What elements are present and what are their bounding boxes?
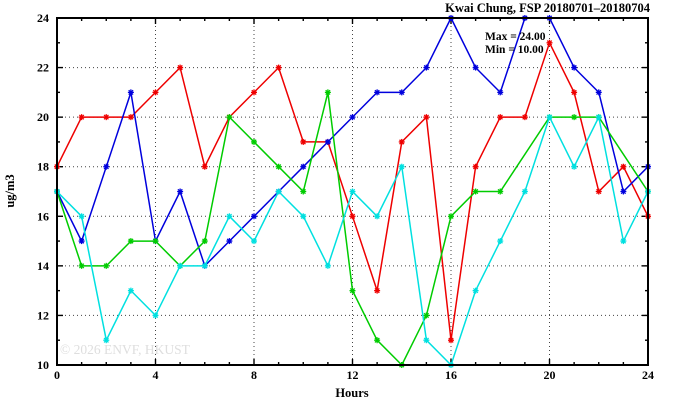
x-tick-label: 4 [153,368,159,382]
x-tick-label: 16 [445,368,457,382]
min-annotation: Min = 10.00 [485,44,544,56]
plot-area: 0 4 8 12 16 20 24 10 12 14 16 18 20 22 24 [37,11,654,382]
x-axis-label: Hours [335,386,368,400]
y-tick-label: 18 [37,160,49,174]
y-tick-label: 24 [37,11,49,25]
x-tick-label: 0 [54,368,60,382]
y-tick-label: 14 [37,259,49,273]
y-tick-label: 10 [37,358,49,372]
axis-tick-labels: 0 4 8 12 16 20 24 10 12 14 16 18 20 22 24 [37,11,654,382]
y-tick-label: 20 [37,110,49,124]
watermark: © 2026 ENVF, HKUST [60,342,191,357]
x-tick-label: 20 [544,368,556,382]
max-annotation: Max = 24.00 [485,31,546,43]
x-tick-label: 12 [347,368,359,382]
series-blue-line [56,16,649,268]
chart-title: Kwai Chung, FSP 20180701–20180704 [445,1,651,15]
y-axis-label: ug/m3 [3,174,17,207]
plot-border [56,17,649,366]
x-tick-label: 8 [251,368,257,382]
series-green-line [56,92,649,367]
x-tick-label: 24 [642,368,654,382]
y-tick-label: 12 [37,308,49,322]
y-tick-label: 16 [37,209,49,223]
y-tick-label: 22 [37,61,49,75]
